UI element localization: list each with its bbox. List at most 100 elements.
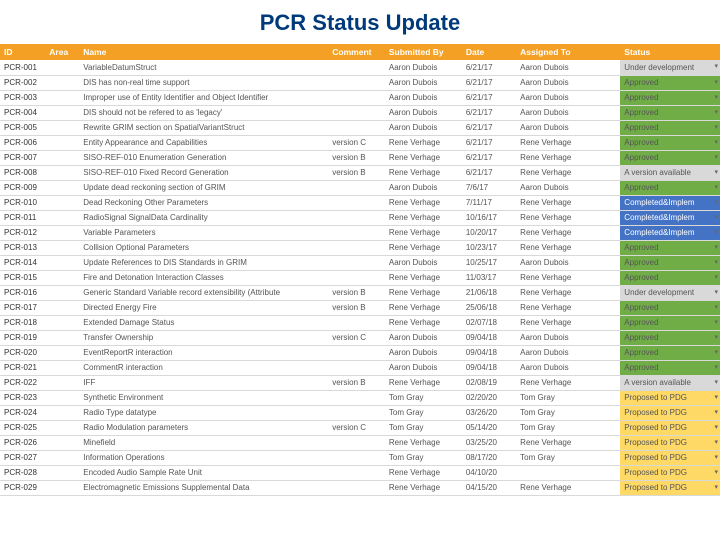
cell-name: Rewrite GRIM section on SpatialVariantSt…: [79, 120, 328, 135]
cell-date: 05/14/20: [462, 420, 516, 435]
cell-status[interactable]: Under development: [620, 60, 720, 75]
cell-id: PCR-013: [0, 240, 45, 255]
cell-comment: [328, 450, 385, 465]
cell-comment: [328, 120, 385, 135]
cell-status[interactable]: Proposed to PDG: [620, 420, 720, 435]
cell-submitted-by: Rene Verhage: [385, 135, 462, 150]
table-row: PCR-016Generic Standard Variable record …: [0, 285, 720, 300]
table-row: PCR-013Collision Optional ParametersRene…: [0, 240, 720, 255]
cell-comment: version B: [328, 150, 385, 165]
table-row: PCR-012Variable ParametersRene Verhage10…: [0, 225, 720, 240]
cell-assigned-to: Rene Verhage: [516, 375, 593, 390]
cell-status[interactable]: Proposed to PDG: [620, 450, 720, 465]
cell-status[interactable]: Approved: [620, 300, 720, 315]
cell-area: [45, 375, 79, 390]
cell-date: 02/08/19: [462, 375, 516, 390]
cell-area: [45, 285, 79, 300]
cell-status[interactable]: A version available: [620, 165, 720, 180]
cell-status[interactable]: Approved: [620, 270, 720, 285]
cell-id: PCR-019: [0, 330, 45, 345]
cell-assigned-to: Tom Gray: [516, 405, 593, 420]
cell-submitted-by: Rene Verhage: [385, 465, 462, 480]
cell-name: Extended Damage Status: [79, 315, 328, 330]
cell-status[interactable]: Approved: [620, 90, 720, 105]
cell-comment: [328, 180, 385, 195]
cell-status[interactable]: Completed&Implem: [620, 210, 720, 225]
cell-date: 7/11/17: [462, 195, 516, 210]
cell-area: [45, 405, 79, 420]
cell-status[interactable]: Proposed to PDG: [620, 480, 720, 495]
cell-submitted-by: Aaron Dubois: [385, 180, 462, 195]
cell-status[interactable]: Approved: [620, 150, 720, 165]
cell-status[interactable]: Approved: [620, 75, 720, 90]
cell-date: 21/06/18: [462, 285, 516, 300]
cell-id: PCR-022: [0, 375, 45, 390]
cell-assigned-to: Rene Verhage: [516, 285, 593, 300]
cell-name: Synthetic Environment: [79, 390, 328, 405]
cell-status[interactable]: Proposed to PDG: [620, 390, 720, 405]
table-row: PCR-009Update dead reckoning section of …: [0, 180, 720, 195]
cell-status[interactable]: Approved: [620, 180, 720, 195]
cell-assigned-to: Rene Verhage: [516, 210, 593, 225]
cell-comment: [328, 270, 385, 285]
cell-area: [45, 180, 79, 195]
cell-status[interactable]: Proposed to PDG: [620, 465, 720, 480]
cell-date: 6/21/17: [462, 60, 516, 75]
cell-date: 02/20/20: [462, 390, 516, 405]
cell-name: CommentR interaction: [79, 360, 328, 375]
cell-area: [45, 420, 79, 435]
cell-status[interactable]: Approved: [620, 135, 720, 150]
cell-id: PCR-007: [0, 150, 45, 165]
cell-name: Generic Standard Variable record extensi…: [79, 285, 328, 300]
cell-status[interactable]: Proposed to PDG: [620, 405, 720, 420]
cell-status[interactable]: Approved: [620, 255, 720, 270]
cell-status[interactable]: A version available: [620, 375, 720, 390]
table-row: PCR-027Information OperationsTom Gray08/…: [0, 450, 720, 465]
table-row: PCR-002DIS has non-real time supportAaro…: [0, 75, 720, 90]
cell-status[interactable]: Approved: [620, 240, 720, 255]
cell-divider: [593, 465, 620, 480]
cell-area: [45, 360, 79, 375]
status-table-container: ID Area Name Comment Submitted By Date A…: [0, 44, 720, 496]
cell-submitted-by: Aaron Dubois: [385, 75, 462, 90]
cell-submitted-by: Aaron Dubois: [385, 60, 462, 75]
cell-id: PCR-023: [0, 390, 45, 405]
cell-status[interactable]: Approved: [620, 360, 720, 375]
cell-area: [45, 435, 79, 450]
cell-status[interactable]: Proposed to PDG: [620, 435, 720, 450]
cell-status[interactable]: Approved: [620, 330, 720, 345]
cell-status[interactable]: Under development: [620, 285, 720, 300]
cell-assigned-to: Rene Verhage: [516, 150, 593, 165]
cell-area: [45, 165, 79, 180]
cell-name: DIS has non-real time support: [79, 75, 328, 90]
cell-id: PCR-006: [0, 135, 45, 150]
cell-divider: [593, 195, 620, 210]
cell-comment: [328, 435, 385, 450]
cell-area: [45, 75, 79, 90]
cell-assigned-to: Rene Verhage: [516, 435, 593, 450]
cell-status[interactable]: Approved: [620, 105, 720, 120]
cell-area: [45, 450, 79, 465]
cell-status[interactable]: Approved: [620, 345, 720, 360]
cell-comment: [328, 255, 385, 270]
cell-name: Radio Modulation parameters: [79, 420, 328, 435]
cell-status[interactable]: Completed&Implem: [620, 225, 720, 240]
cell-divider: [593, 225, 620, 240]
cell-id: PCR-012: [0, 225, 45, 240]
cell-status[interactable]: Completed&Implem: [620, 195, 720, 210]
cell-id: PCR-001: [0, 60, 45, 75]
table-header: ID Area Name Comment Submitted By Date A…: [0, 44, 720, 60]
cell-status[interactable]: Approved: [620, 315, 720, 330]
cell-status[interactable]: Approved: [620, 120, 720, 135]
cell-name: Transfer Ownership: [79, 330, 328, 345]
table-row: PCR-022IFFversion BRene Verhage02/08/19R…: [0, 375, 720, 390]
cell-date: 6/21/17: [462, 120, 516, 135]
cell-area: [45, 480, 79, 495]
cell-date: 11/03/17: [462, 270, 516, 285]
cell-assigned-to: Aaron Dubois: [516, 345, 593, 360]
cell-submitted-by: Rene Verhage: [385, 375, 462, 390]
cell-id: PCR-010: [0, 195, 45, 210]
cell-date: 09/04/18: [462, 360, 516, 375]
cell-assigned-to: Aaron Dubois: [516, 255, 593, 270]
cell-divider: [593, 285, 620, 300]
